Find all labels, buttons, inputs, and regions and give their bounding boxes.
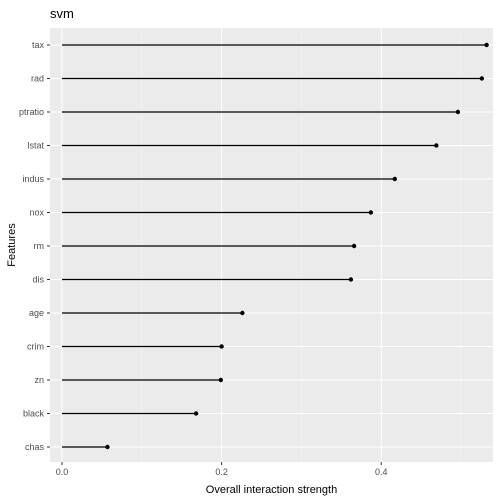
- y-tick-label: crim: [27, 342, 44, 352]
- y-tick-label: zn: [34, 375, 44, 385]
- y-tick-label: dis: [32, 275, 44, 285]
- y-tick-label: black: [23, 409, 45, 419]
- y-tick-label: rm: [34, 241, 45, 251]
- data-point: [484, 42, 489, 48]
- data-points: [105, 42, 489, 450]
- y-axis-title: Features: [6, 223, 18, 267]
- data-point: [219, 344, 224, 349]
- x-tick-label: 0.0: [56, 467, 69, 477]
- x-tick-label: 0.4: [375, 467, 388, 477]
- y-axis: tax rad ptratio lstat indus nox rm dis age crim zn…: [19, 40, 50, 452]
- chart-title: svm: [50, 6, 74, 21]
- plot-panel: [50, 28, 493, 462]
- y-tick-label: rad: [31, 74, 44, 84]
- x-axis-title: Overall interaction strength: [206, 484, 337, 496]
- data-point: [218, 377, 224, 383]
- y-tick-label: lstat: [27, 141, 44, 151]
- data-point: [105, 444, 110, 450]
- y-tick-label: ptratio: [19, 107, 44, 117]
- x-axis: 0.0 0.2 0.4: [56, 462, 388, 477]
- data-point: [479, 76, 485, 81]
- y-tick-label: age: [29, 308, 44, 318]
- data-point: [434, 143, 439, 148]
- data-point: [351, 243, 357, 249]
- data-point: [348, 277, 354, 282]
- y-tick-label: indus: [22, 174, 44, 184]
- data-point: [392, 176, 398, 182]
- data-point: [193, 411, 199, 416]
- lollipop-segments: [61, 44, 487, 448]
- y-tick-label: chas: [25, 442, 45, 452]
- data-point: [455, 109, 461, 115]
- data-point: [368, 210, 374, 215]
- y-tick-label: nox: [29, 208, 44, 218]
- x-tick-label: 0.2: [215, 467, 228, 477]
- data-point: [240, 310, 245, 316]
- y-tick-label: tax: [32, 40, 45, 50]
